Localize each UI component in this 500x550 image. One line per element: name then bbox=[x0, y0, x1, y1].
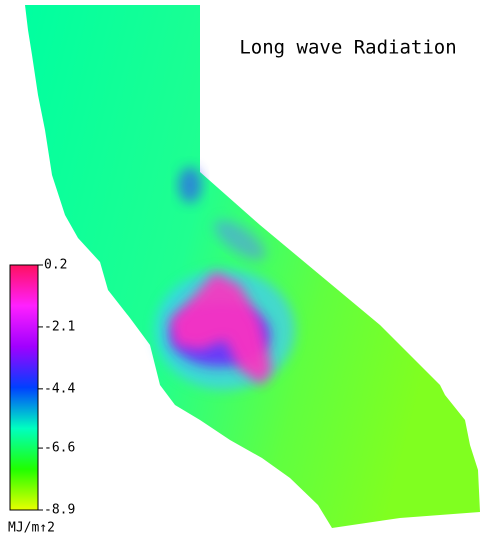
colorbar: 0.2 -2.1 -4.4 -6.6 -8.9 MJ/m↑2 bbox=[8, 258, 75, 536]
colorbar-tick-label: -4.4 bbox=[44, 381, 75, 396]
colorbar-tick-label: 0.2 bbox=[44, 258, 67, 273]
colorbar-tick-label: -8.9 bbox=[44, 503, 75, 518]
colorbar-scale bbox=[9, 264, 39, 511]
colorbar-tick-label: -2.1 bbox=[44, 319, 75, 334]
sierra-blue bbox=[214, 220, 266, 260]
colorbar-unit: MJ/m↑2 bbox=[8, 521, 55, 536]
north-blue bbox=[178, 167, 202, 203]
colorbar-tick-label: -6.6 bbox=[44, 441, 75, 456]
state-shape bbox=[25, 5, 480, 528]
valley-high bbox=[170, 272, 272, 385]
map-title: Long wave Radiation bbox=[239, 37, 456, 59]
california-map bbox=[25, 5, 480, 528]
